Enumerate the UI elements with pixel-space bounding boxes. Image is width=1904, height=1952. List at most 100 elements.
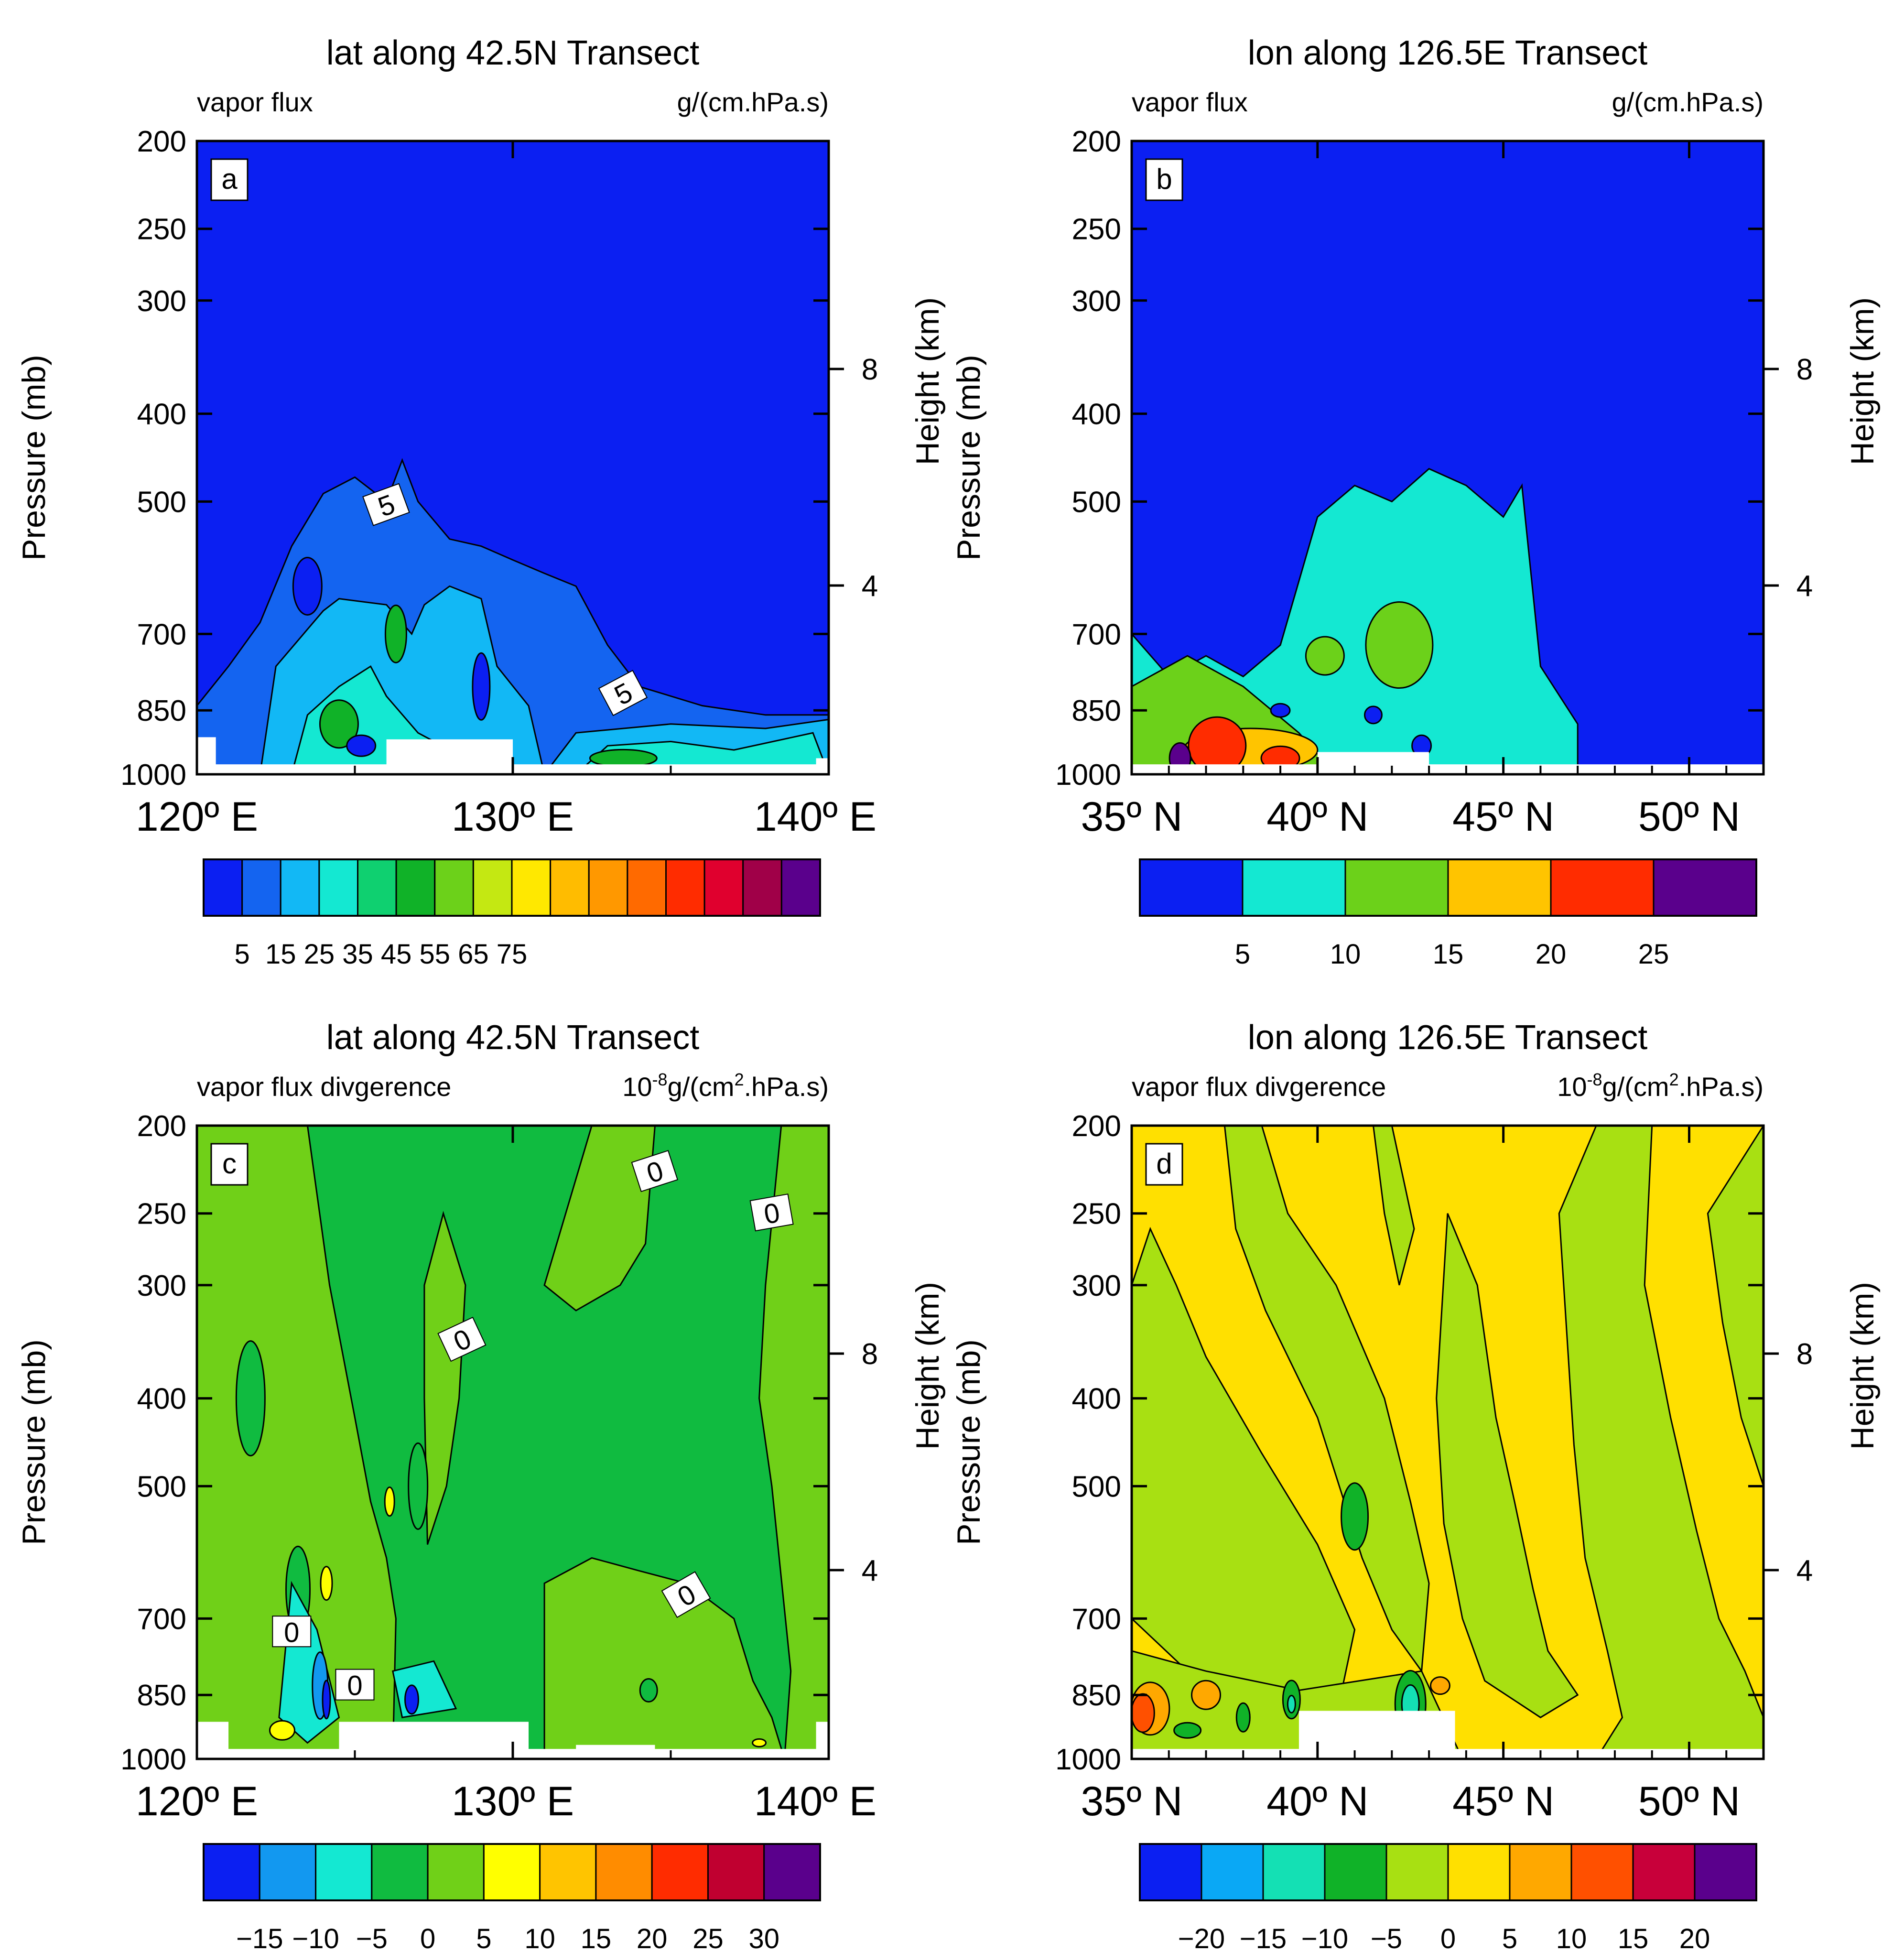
panel-d-colorbar-swatch-1 [1201,1843,1264,1901]
panel-d-colorbar-swatch-6 [1509,1843,1572,1901]
panel-a-colorbar-label-5: 55 [419,939,450,970]
panel-d-x-tick-label-1: 40º N [1266,1778,1368,1824]
panel-d-fill-level-4-3 [1436,1213,1579,1719]
panel-c-fill-level-5-1 [384,1486,395,1517]
panel-a-colorbar-label-2: 25 [304,939,335,970]
panel-a-colorbar-swatch-8 [511,858,552,917]
panel-a-y2-tick-label-8: 8 [862,353,878,386]
panel-b-y-tick-label-300: 300 [1072,285,1121,318]
panel-c-y-tick-label-500: 500 [137,1470,186,1503]
panel-a-y-tick-label-200: 200 [137,125,186,158]
panel-c-y-label: Pressure (mb) [16,1339,52,1545]
panel-a-fill-level-5-0 [319,699,359,749]
panel-a-colorbar-label-0: 5 [234,939,249,970]
panel-a-y-tick-label-300: 300 [137,285,186,318]
panel-c-fill-level-3-0 [235,1340,266,1457]
panel-c-contour-label-box-5 [335,1669,375,1701]
panel-b-y-label: Pressure (mb) [951,355,987,561]
panel-d-fill-level-3-4 [1235,1702,1251,1733]
panel-a-y-tick-label-850: 850 [137,694,186,727]
panel-d-colorbar-label-3: −5 [1371,1923,1402,1952]
panel-b-x-tick-label-1: 40º N [1266,794,1368,840]
panel-c-colorbar-label-4: 5 [476,1923,491,1952]
panel-d-colorbar-label-7: 15 [1618,1923,1649,1952]
panel-d-units: 10-8g/(cm2.hPa.s) [1557,1070,1763,1102]
panel-d-x-tick-label-3: 50º N [1638,1778,1740,1824]
panel-a: lat along 42.5N Transect vapor flux g/(cm.… [16,34,946,970]
panel-b-colorbar-swatch-3 [1447,858,1552,917]
panel-b-x-tick-label-2: 45º N [1452,794,1554,840]
panel-d: lon along 126.5E Transect vapor flux divg… [951,1019,1881,1952]
panel-d-fill-level-2-1 [1287,1694,1296,1713]
panel-c-fill-level-4-4 [543,1557,786,1759]
panel-c-contour-label-box-0 [631,1150,679,1193]
panel-b-colorbar-label-4: 25 [1638,939,1669,970]
panel-d-plot-area [1132,1126,1763,1759]
panel-b-colorbar-swatch-0 [1139,858,1244,917]
panel-c-colorbar-swatch-4 [427,1843,485,1901]
panel-b-fill-level-2-1 [1365,601,1434,689]
panel-c-fill-level-3-2 [408,1442,429,1530]
panel-a-colorbar-swatch-12 [665,858,705,917]
panel-a-units: g/(cm.hPa.s) [677,87,829,117]
panel-c-letter-box [210,1143,249,1186]
panel-d-fill-level-4-1 [1223,1126,1430,1673]
panel-c-y-tick-label-250: 250 [137,1198,186,1231]
panel-b-colorbar-swatch-1 [1242,858,1346,917]
panel-b-colorbar-label-3: 20 [1536,939,1567,970]
panel-a-contour-label-0: 5 [362,483,410,526]
panel-a-colorbar-swatch-2 [280,858,320,917]
panel-c-colorbar-label-5: 10 [524,1923,555,1952]
panel-c-contour-label-3: 0 [661,1571,711,1618]
panel-c-fill-level-4-0 [197,1126,397,1759]
panel-a-y-label: Pressure (mb) [16,355,52,561]
panel-c-colorbar-label-7: 20 [637,1923,668,1952]
panel-d-colorbar: −20 −15 −10 −5 0 5 10 15 20 [1139,1843,1757,1952]
panel-c-colorbar-label-1: −10 [292,1923,339,1952]
panel-a-y-tick-label-250: 250 [137,213,186,246]
panel-a-x-tick-label-0: 120º E [136,794,258,840]
panel-c-colorbar-swatch-10 [763,1843,821,1901]
panel-a-y2-tick-label-4: 4 [862,570,878,603]
panel-a-colorbar-swatch-6 [434,858,474,917]
panel-d-x-tick-label-0: 35º N [1081,1778,1182,1824]
panel-a-colorbar-swatch-0 [203,858,243,917]
panel-b-y2-tick-label-8: 8 [1796,353,1813,386]
panel-d-colorbar-swatch-8 [1632,1843,1696,1901]
panel-c-colorbar-label-8: 25 [692,1923,724,1952]
panel-d-colorbar-label-5: 5 [1502,1923,1517,1952]
panel-d-fill-level-6-1 [1191,1680,1222,1710]
panel-c: lat along 42.5N Transect vapor flux divge… [16,1019,946,1952]
panel-c-y2-label: Height (km) [909,1282,946,1450]
panel-d-colorbar-label-6: 10 [1556,1923,1587,1952]
panel-d-fill-level-3-3 [1173,1722,1202,1739]
panel-c-letter: c [222,1148,237,1180]
panel-b-fill-level-2-2 [1305,636,1345,676]
panel-c-fill-level-4-1 [423,1211,466,1545]
panel-a-fill-level-5-1 [589,748,658,768]
panel-a-colorbar-swatch-13 [703,858,744,917]
panel-c-contour-label-5: 0 [335,1669,375,1702]
panel-c-colorbar-swatch-9 [707,1843,765,1901]
panel-b-x-tick-label-3: 50º N [1638,794,1740,840]
panel-c-y2-tick-label-8: 8 [862,1338,878,1371]
panel-a-contour-label-box-1 [598,670,648,716]
panel-a-colorbar-swatch-15 [780,858,821,917]
panel-c-units: 10-8g/(cm2.hPa.s) [622,1070,829,1102]
panel-d-masked-surface [1132,1749,1763,1759]
panel-d-colorbar-label-4: 0 [1440,1923,1456,1952]
panel-b-title: lon along 126.5E Transect [1248,34,1648,72]
panel-a-y-tick-label-700: 700 [137,618,186,651]
panel-c-contour-label-4: 0 [272,1616,312,1648]
panel-d-y-tick-label-400: 400 [1072,1383,1121,1416]
panel-a-colorbar-label-6: 65 [458,939,489,970]
panel-c-colorbar-frame [203,1843,821,1901]
panel-a-colorbar-frame [203,858,821,917]
panel-c-contour-label-box-2 [437,1316,487,1362]
panel-d-fill-level-6-2 [1429,1676,1450,1695]
panel-d-y-tick-label-1000: 1000 [1055,1743,1121,1776]
panel-c-contour-label-box-4 [272,1616,312,1648]
panel-d-y-tick-label-500: 500 [1072,1470,1121,1503]
panel-a-fill-level-0-2 [292,556,323,616]
panel-c-fill-level-3-3 [639,1678,658,1703]
